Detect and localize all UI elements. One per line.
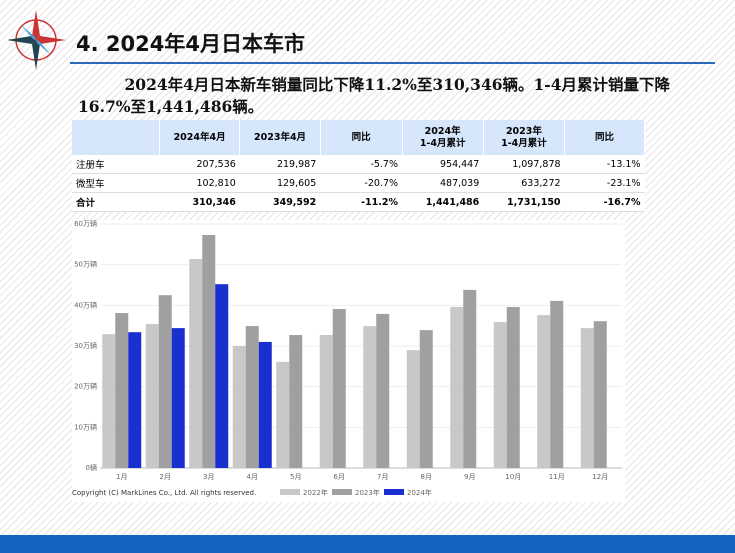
legend-swatch	[384, 489, 404, 495]
bar	[550, 300, 564, 468]
bar	[171, 328, 185, 468]
bar	[580, 328, 594, 468]
table-cell: -13.1%	[564, 155, 645, 174]
logo-point	[8, 36, 36, 44]
summary-text: 2024年4月日本新车销量同比下降11.2%至310,346辆。1-4月累计销量…	[78, 75, 671, 116]
y-tick-label: 30万辆	[74, 341, 97, 350]
bar	[450, 306, 464, 468]
bar	[258, 341, 272, 468]
logo-point	[32, 10, 40, 40]
y-tick-label: 20万辆	[74, 382, 97, 391]
column-header	[72, 120, 160, 155]
bar	[276, 361, 290, 468]
table-cell: 207,536	[159, 155, 240, 174]
bar	[463, 289, 477, 468]
table-cell: -5.7%	[320, 155, 403, 174]
x-tick-label: 2月	[160, 473, 171, 481]
y-tick-label: 10万辆	[74, 422, 97, 431]
column-header: 同比	[564, 120, 645, 155]
table-cell: 1,441,486	[402, 192, 484, 212]
bar	[363, 326, 377, 468]
x-tick-label: 8月	[421, 473, 432, 481]
logo-point	[32, 40, 40, 70]
bar	[419, 330, 433, 468]
bar	[245, 326, 259, 468]
table-cell: 129,605	[239, 173, 321, 193]
table-row: 注册车 207,536 219,987 -5.7% 954,447 1,097,878 -1…	[72, 155, 645, 174]
x-tick-label: 10月	[505, 473, 521, 481]
bar	[215, 284, 229, 468]
table-row: 微型车 102,810 129,605 -20.7% 487,039 633,272 -23…	[72, 173, 645, 193]
bar	[319, 335, 333, 468]
chart: 0辆 10万辆 20万辆 30万辆 40万辆 50万辆 60万辆 1月 2月 3月 4月 5月 6月 7月…	[72, 220, 625, 502]
table-cell: -11.2%	[320, 192, 403, 212]
table-row: 合计 310,346 349,592 -11.2% 1,441,486 1,731,150…	[72, 192, 645, 212]
legend-label: 2024年	[407, 488, 432, 497]
copyright: Copyright (C) MarkLines Co., Ltd. All ri…	[72, 489, 256, 497]
table-cell: 633,272	[483, 173, 565, 193]
bar	[158, 295, 172, 468]
sales-table: 2024年4月 2023年4月 同比 2024年 1-4月累计 2023年 1-4月累计…	[72, 120, 645, 212]
table-cell: 合计	[72, 192, 160, 212]
table-cell: 1,731,150	[483, 192, 565, 212]
logo-point	[36, 36, 66, 44]
bar	[202, 234, 216, 468]
column-header: 2024年 1-4月累计	[402, 120, 484, 155]
table-cell: 349,592	[239, 192, 321, 212]
bar	[102, 334, 116, 468]
table-cell: -23.1%	[564, 173, 645, 193]
legend-label: 2022年	[303, 488, 328, 497]
table-cell: 1,097,878	[483, 155, 565, 174]
bar	[145, 324, 159, 468]
y-tick-label: 40万辆	[74, 300, 97, 309]
column-header: 2024年4月	[159, 120, 241, 155]
bar	[232, 346, 246, 468]
column-header: 2023年 1-4月累计	[483, 120, 566, 155]
footer-bar	[0, 535, 735, 553]
legend-swatch	[332, 489, 352, 495]
bar	[406, 350, 420, 468]
table-cell: 310,346	[159, 192, 240, 212]
title-rule	[70, 62, 715, 64]
table-cell: 487,039	[402, 173, 484, 193]
table-cell: 微型车	[72, 173, 160, 193]
bar	[332, 308, 346, 468]
table-cell: 注册车	[72, 155, 160, 174]
bar	[537, 315, 551, 468]
column-header: 2023年4月	[239, 120, 321, 155]
x-tick-label: 3月	[203, 473, 214, 481]
bar	[115, 313, 129, 468]
y-tick-label: 0辆	[86, 463, 97, 472]
logo-point	[36, 40, 52, 56]
bar	[593, 321, 607, 468]
bar	[289, 335, 303, 468]
slide-title: 4. 2024年4月日本车市	[76, 32, 305, 56]
table-cell: -20.7%	[320, 173, 403, 193]
bar	[128, 332, 142, 468]
x-tick-label: 6月	[334, 473, 345, 481]
table-cell: -16.7%	[564, 192, 645, 212]
legend-label: 2023年	[355, 488, 380, 497]
bar	[506, 306, 520, 468]
column-header: 同比	[320, 120, 403, 155]
x-tick-label: 7月	[377, 473, 388, 481]
bar	[376, 313, 390, 468]
table-cell: 954,447	[402, 155, 484, 174]
compass-logo	[8, 10, 66, 70]
logo-point	[20, 24, 36, 40]
table-cell: 102,810	[159, 173, 240, 193]
y-tick-label: 50万辆	[74, 260, 97, 269]
x-tick-label: 4月	[247, 473, 258, 481]
x-tick-label: 11月	[549, 473, 565, 481]
x-tick-label: 12月	[592, 473, 608, 481]
legend-swatch	[280, 489, 300, 495]
x-tick-label: 9月	[464, 473, 475, 481]
x-tick-label: 1月	[116, 473, 127, 481]
y-tick-label: 60万辆	[74, 220, 97, 228]
table-cell: 219,987	[239, 155, 321, 174]
bar	[493, 322, 507, 468]
x-tick-label: 5月	[290, 473, 301, 481]
bar	[189, 258, 203, 468]
